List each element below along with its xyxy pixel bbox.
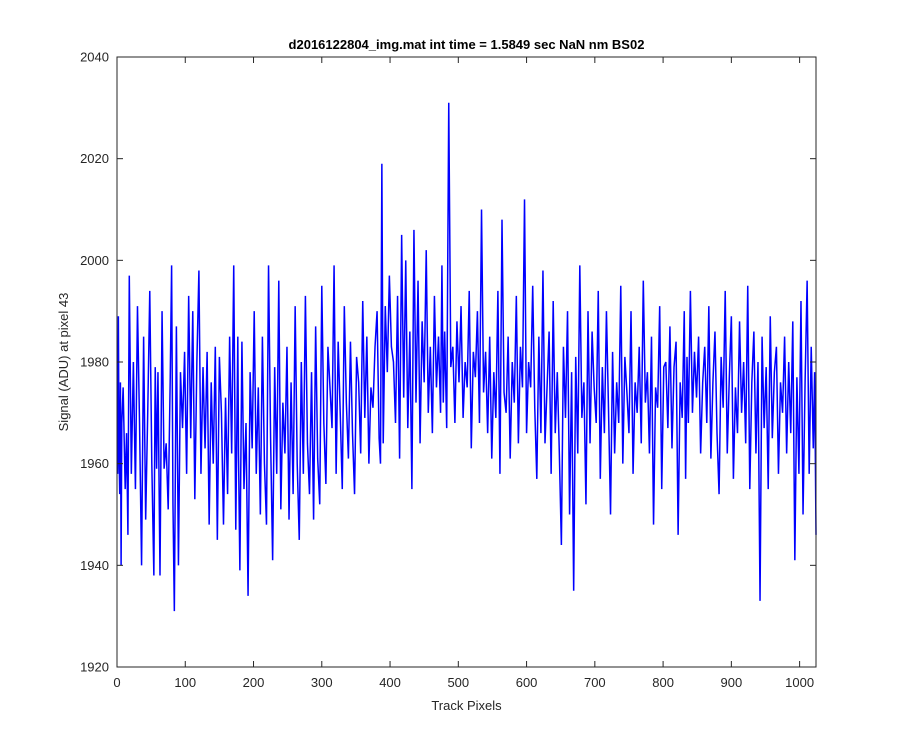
x-tick-label: 100 [174,675,196,690]
y-axis: 1920 1940 1960 1980 2000 2020 2040 [80,50,816,675]
y-tick-label: 1960 [80,456,109,471]
y-tick-label: 1980 [80,355,109,370]
x-tick-label: 0 [113,675,120,690]
x-tick-label: 300 [311,675,333,690]
x-tick-label: 200 [243,675,265,690]
series-line-0 [116,102,817,612]
x-tick-label: 800 [652,675,674,690]
x-tick-label: 900 [721,675,743,690]
y-tick-label: 2040 [80,50,109,65]
x-tick-label: 500 [447,675,469,690]
x-axis: 0 100 200 300 400 500 600 700 800 900 1000 [113,57,814,690]
y-tick-label: 1940 [80,558,109,573]
x-tick-label: 700 [584,675,606,690]
chart-title: d2016122804_img.mat int time = 1.5849 se… [289,37,645,52]
y-tick-label: 1920 [80,660,109,675]
series-layer [116,102,817,612]
y-tick-label: 2020 [80,151,109,166]
plot-area [117,57,816,667]
x-tick-label: 1000 [785,675,814,690]
x-tick-label: 400 [379,675,401,690]
x-tick-label: 600 [516,675,538,690]
x-axis-label: Track Pixels [431,698,502,713]
y-axis-label: Signal (ADU) at pixel 43 [56,293,71,432]
y-tick-label: 2000 [80,253,109,268]
